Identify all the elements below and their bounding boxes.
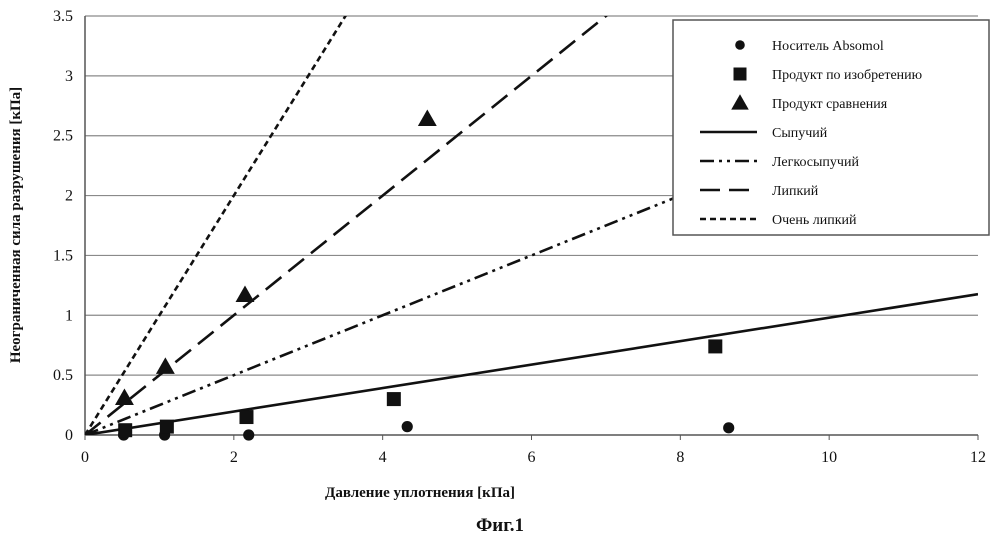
legend-label: Липкий [772,184,819,199]
data-points [115,110,734,441]
y-tick-label: 1.5 [53,247,73,264]
data-point-circle [402,421,413,432]
y-tick-label: 2 [65,188,73,205]
data-point-square [160,420,174,434]
legend-label: Сыпучий [772,126,828,141]
data-point-circle [723,422,734,433]
data-point-square [387,392,401,406]
y-tick-label: 3.5 [53,8,73,25]
x-tick-label: 10 [821,449,837,466]
y-tick-label: 1 [65,307,73,324]
legend-label: Очень липкий [772,213,857,228]
y-tick-label: 2.5 [53,128,73,145]
legend-label: Носитель Absomol [772,39,884,54]
data-point-square [708,339,722,353]
x-tick-labels: 0 2 4 6 8 10 12 [81,449,986,466]
figure-caption: Фиг.1 [476,515,524,536]
legend-label: Продукт сравнения [772,97,888,112]
x-tick-label: 2 [230,449,238,466]
data-point-triangle [236,285,255,302]
y-tick-labels: 0 0.5 1 1.5 2 2.5 3 3.5 [53,8,73,444]
legend-label: Легкосыпучий [772,155,859,170]
legend-label: Продукт по изобретению [772,68,922,83]
data-point-triangle [418,110,437,127]
data-point-circle [243,429,254,440]
data-point-square [239,410,253,424]
y-axis-label: Неограниченная сила разрушения [кПа] [8,87,24,363]
x-tick-label: 12 [970,449,986,466]
x-tick-label: 8 [676,449,684,466]
y-tick-label: 0.5 [53,367,73,384]
x-axis-label: Давление уплотнения [кПа] [325,485,515,501]
x-tick-label: 0 [81,449,89,466]
data-point-triangle [156,357,175,374]
x-tick-label: 6 [528,449,536,466]
y-tick-label: 3 [65,68,73,85]
legend: Носитель Absomol Продукт по изобретению Пр… [673,20,989,235]
y-tick-label: 0 [65,427,73,444]
data-point-square [118,423,132,437]
legend-marker-square [734,68,747,81]
x-tick-label: 4 [379,449,387,466]
legend-marker-circle [735,40,745,50]
